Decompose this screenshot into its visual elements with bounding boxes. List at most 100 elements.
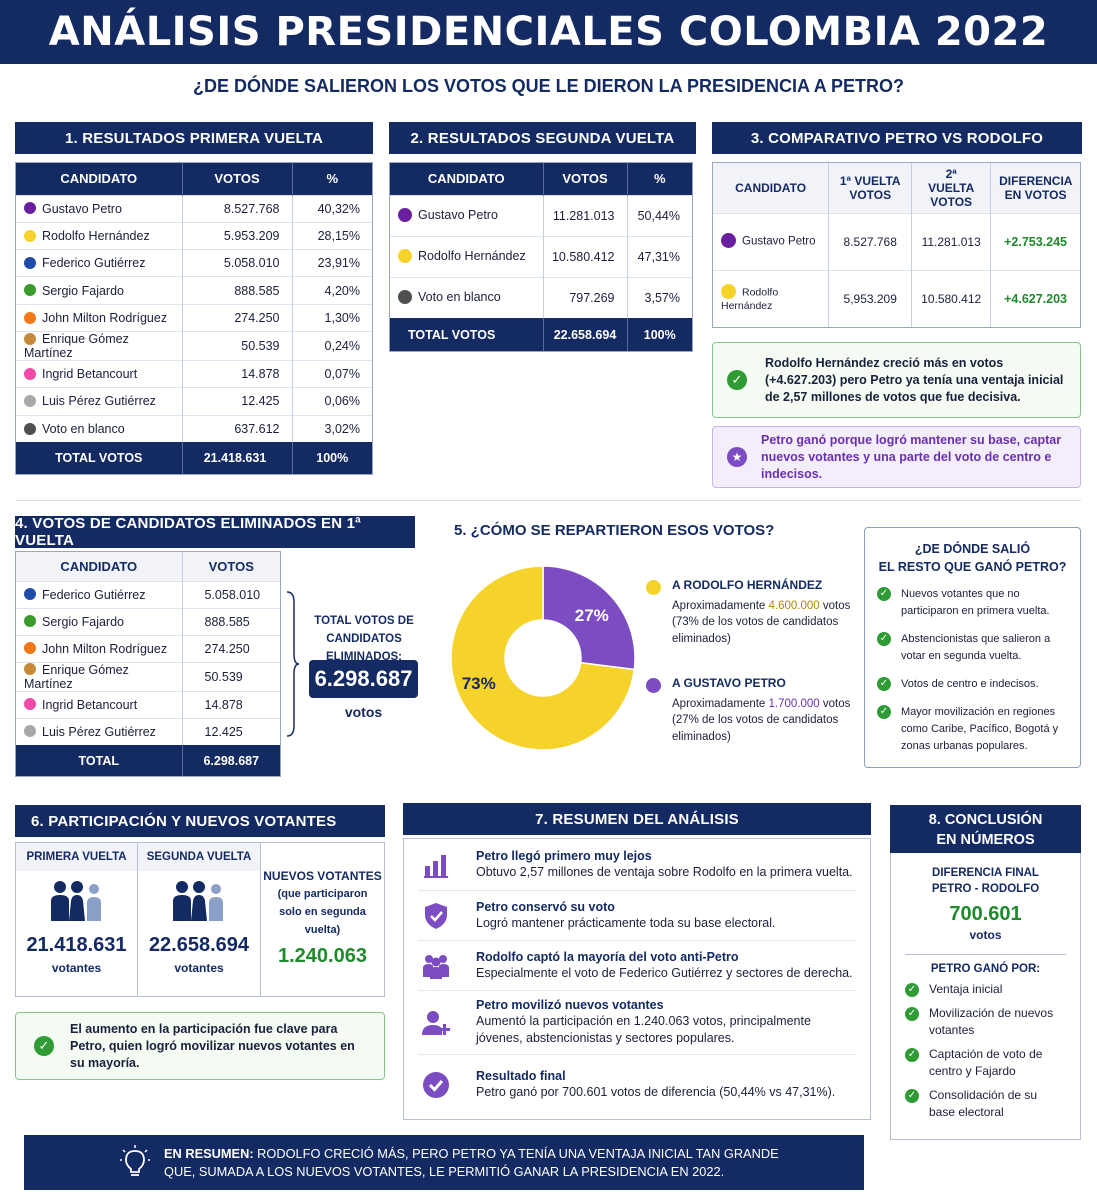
sec6-col3-label: NUEVOS VOTANTES bbox=[263, 869, 382, 883]
table-row: Ingrid Betancourt 14.878 bbox=[16, 690, 280, 718]
candidate-name: John Milton Rodríguez bbox=[42, 641, 168, 656]
sec8-item: ✓ Movilización de nuevos votantes bbox=[891, 1005, 1080, 1039]
v1-cell: 8.527.768 bbox=[828, 212, 913, 270]
candidate-dot bbox=[24, 663, 36, 676]
sec8-items: ✓ Ventaja inicial ✓ Movilización de nuevos … bbox=[891, 981, 1080, 1121]
page-title: ANÁLISIS PRESIDENCIALES COLOMBIA 2022 bbox=[48, 9, 1049, 55]
check-icon: ✓ bbox=[877, 677, 891, 691]
diff-cell: +4.627.203 bbox=[990, 269, 1080, 327]
donut-slice-rodolfo bbox=[450, 565, 636, 751]
bar-chart-icon bbox=[422, 852, 450, 878]
sec4-table: CANDIDATO VOTOS Federico Gutiérrez 5.058.… bbox=[15, 551, 281, 777]
sec6-col2-value: 22.658.694 bbox=[148, 934, 250, 956]
votes-cell: 888.585 bbox=[182, 276, 293, 305]
candidate-dot bbox=[721, 233, 736, 248]
pct-cell: 1,30% bbox=[292, 303, 372, 332]
sec6-col1-unit: votantes bbox=[51, 961, 102, 975]
footer-text: EN RESUMEN: RODOLFO CRECIÓ MÁS, PERO PET… bbox=[164, 1145, 779, 1181]
votes-cell: 797.269 bbox=[543, 276, 628, 318]
legend-amount-line: Aproximadamente 4.600.000 votos bbox=[672, 600, 856, 612]
candidate-cell: John Milton Rodríguez bbox=[16, 303, 183, 332]
side-box-title-line2: EL RESTO QUE GANÓ PETRO? bbox=[878, 560, 1067, 574]
sec6-col3-sub: (que participaron solo en segunda vuelta… bbox=[277, 888, 368, 936]
check-icon: ✓ bbox=[905, 1048, 919, 1062]
summary-item: Resultado final Petro ganó por 700.601 vo… bbox=[418, 1055, 856, 1115]
side-box-items: ✓ Nuevos votantes que no participaron en … bbox=[865, 586, 1080, 755]
candidate-cell: Enrique Gómez Martínez bbox=[16, 661, 183, 691]
legend-detail: (27% de los votos de candidatos eliminad… bbox=[672, 714, 839, 743]
sec8-diff-value: 700.601 bbox=[949, 903, 1022, 925]
side-box-item-text: Votos de centro e indecisos. bbox=[901, 678, 1039, 690]
votes-cell: 12.425 bbox=[182, 717, 280, 745]
summary-item-title: Petro llegó primero muy lejos bbox=[476, 848, 652, 863]
donut-chart: 27% 73% bbox=[450, 565, 636, 751]
votes-cell: 50.539 bbox=[182, 661, 280, 691]
sec4-col-votes: VOTOS bbox=[182, 552, 280, 581]
diff-cell: +2.753.245 bbox=[990, 212, 1080, 270]
candidate-cell: Sergio Fajardo bbox=[16, 276, 183, 305]
candidate-name: Sergio Fajardo bbox=[42, 283, 124, 298]
candidate-dot bbox=[24, 202, 36, 215]
donut-label-petro: 27% bbox=[575, 606, 609, 625]
side-box-item-text: Mayor movilización en regiones como Cari… bbox=[901, 706, 1059, 752]
sec6-note-text: El aumento en la participación fue clave… bbox=[70, 1021, 355, 1070]
legend-swatch bbox=[646, 678, 661, 693]
candidate-dot bbox=[24, 725, 36, 738]
sec6-col1-value: 21.418.631 bbox=[26, 934, 127, 956]
table-row: Rodolfo Hernández 5,953.209 10.580.412 +4.6… bbox=[713, 269, 1080, 327]
legend-post: votos bbox=[819, 600, 851, 612]
legend-amount: 1.700.000 bbox=[768, 698, 820, 710]
sec6-col1-label: PRIMERA VUELTA bbox=[16, 843, 137, 871]
sec1-col-votes: VOTOS bbox=[182, 163, 293, 195]
sec8-item: ✓ Consolidación de su base electoral bbox=[891, 1087, 1080, 1121]
sec8-title-line1: 8. CONCLUSIÓN bbox=[928, 812, 1043, 828]
check-icon: ✓ bbox=[727, 370, 747, 390]
sec8-diff-unit: votos bbox=[969, 928, 1002, 942]
candidate-name: Luis Pérez Gutiérrez bbox=[42, 394, 156, 409]
pct-cell: 0,24% bbox=[292, 330, 372, 361]
sec2-col-votes: VOTOS bbox=[543, 163, 628, 195]
candidate-name: Ingrid Betancourt bbox=[42, 697, 138, 712]
group-icon bbox=[422, 953, 450, 979]
candidate-name: Gustavo Petro bbox=[42, 201, 122, 216]
candidate-cell: Ingrid Betancourt bbox=[16, 359, 183, 388]
summary-item-text: Logró mantener prácticamente toda su bas… bbox=[476, 915, 776, 930]
legend-title: A RODOLFO HERNÁNDEZ bbox=[672, 578, 823, 592]
candidate-name: Enrique Gómez Martínez bbox=[24, 662, 129, 691]
votes-cell: 5.953.209 bbox=[182, 221, 293, 250]
legend-post: votos bbox=[819, 698, 851, 710]
total-label: TOTAL bbox=[16, 745, 183, 776]
sec8-divider bbox=[905, 954, 1066, 955]
sec8-diff-label2: PETRO - RODOLFO bbox=[931, 883, 1040, 895]
candidate-dot bbox=[24, 698, 36, 711]
candidate-cell: Luis Pérez Gutiérrez bbox=[16, 387, 183, 416]
summary-item-text: Aumentó la participación en 1.240.063 vo… bbox=[476, 1014, 811, 1045]
candidate-cell: Sergio Fajardo bbox=[16, 607, 183, 635]
check-icon: ✓ bbox=[877, 632, 891, 646]
candidate-name: Enrique Gómez Martínez bbox=[24, 331, 129, 360]
check-icon: ✓ bbox=[905, 1089, 919, 1103]
divider-1 bbox=[16, 500, 1081, 501]
sec3-note-green: ✓ Rodolfo Hernández creció más en votos … bbox=[712, 342, 1081, 418]
sec3-col-diff: DIFERENCIA EN VOTOS bbox=[990, 163, 1080, 213]
summary-item-body: Petro movilizó nuevos votantes Aumentó la… bbox=[476, 998, 856, 1047]
candidate-name: Rodolfo Hernández bbox=[418, 249, 526, 264]
check-icon: ✓ bbox=[905, 983, 919, 997]
pct-cell: 3,57% bbox=[627, 276, 692, 318]
candidate-cell: Gustavo Petro bbox=[16, 194, 183, 223]
votes-cell: 637.612 bbox=[182, 414, 293, 443]
summary-item-text: Petro ganó por 700.601 votos de diferenc… bbox=[476, 1085, 836, 1099]
total-pct: 100% bbox=[627, 318, 692, 351]
people-icon bbox=[50, 881, 101, 921]
table-row: Rodolfo Hernández 5.953.209 28,15% bbox=[16, 221, 372, 250]
pct-cell: 28,15% bbox=[292, 221, 372, 250]
candidate-dot bbox=[24, 615, 36, 628]
footer-text1: RODOLFO CRECIÓ MÁS, PERO PETRO YA TENÍA … bbox=[253, 1145, 779, 1161]
summary-item-body: Rodolfo captó la mayoría del voto anti-P… bbox=[476, 950, 853, 982]
legend-swatch bbox=[646, 580, 661, 595]
votes-cell: 5.058.010 bbox=[182, 580, 280, 608]
candidate-dot bbox=[24, 422, 36, 435]
side-box-item-text: Abstencionistas que salieron a votar en … bbox=[901, 633, 1051, 662]
table-row: Federico Gutiérrez 5.058.010 bbox=[16, 580, 280, 608]
pct-cell: 50,44% bbox=[627, 194, 692, 236]
